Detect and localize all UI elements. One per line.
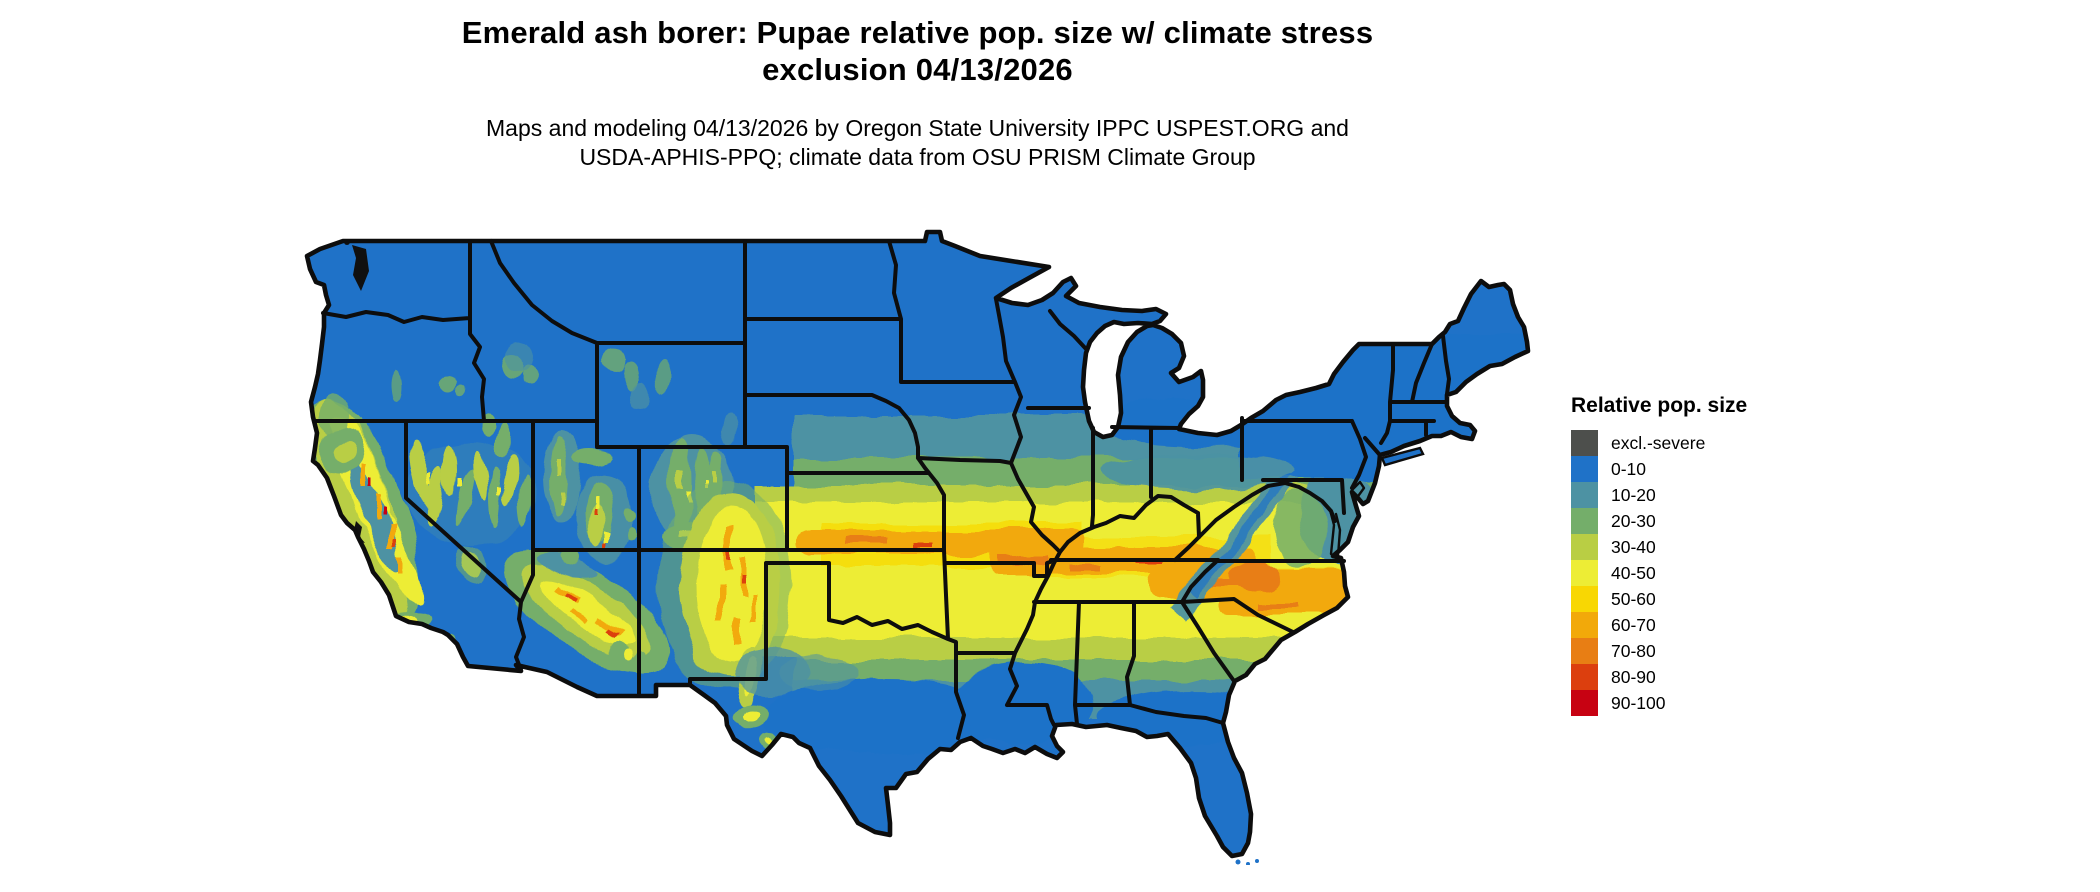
legend-entry: 70-80 [1571,638,1871,664]
legend-entry: 0-10 [1571,456,1871,482]
map-legend: Relative pop. size excl.-severe 0-10 10-20… [1571,394,1871,716]
legend-label: 40-50 [1611,563,1656,583]
legend-entry: excl.-severe [1571,430,1871,456]
legend-label: 50-60 [1611,589,1656,609]
florida-keys [1246,862,1250,866]
map-title-line1: Emerald ash borer: Pupae relative pop. s… [461,15,1374,50]
legend-label: 90-100 [1611,693,1666,713]
legend-swatch [1571,508,1598,534]
legend-swatch [1571,690,1598,716]
map-title-line2: exclusion 04/13/2026 [762,52,1073,87]
legend-label: 30-40 [1611,537,1656,557]
legend-swatch [1571,534,1598,560]
legend-label: 60-70 [1611,615,1656,635]
legend-entry: 60-70 [1571,612,1871,638]
legend-swatch [1571,664,1598,690]
legend-entry: 20-30 [1571,508,1871,534]
legend-swatch [1571,482,1598,508]
legend-swatch [1571,638,1598,664]
legend-swatch [1571,586,1598,612]
state-borders [312,239,1451,740]
legend-entry: 40-50 [1571,560,1871,586]
map-subtitle: Maps and modeling 04/13/2026 by Oregon S… [300,114,1535,172]
western-terrain [307,343,808,748]
us-map-container [300,225,1535,866]
legend-entry: 50-60 [1571,586,1871,612]
legend-title: Relative pop. size [1571,394,1748,417]
legend-label: 70-80 [1611,641,1656,661]
us-map [304,229,1531,866]
legend-swatch [1571,456,1598,482]
map-subtitle-line1: Maps and modeling 04/13/2026 by Oregon S… [486,115,1349,141]
legend-entries: excl.-severe 0-10 10-20 20-30 30-40 40-50 50-6… [1571,430,1871,716]
legend-swatch [1571,612,1598,638]
delaware-bay [1350,480,1366,501]
legend-label: 10-20 [1611,485,1656,505]
legend-label: 20-30 [1611,511,1656,531]
florida-keys [1255,859,1259,863]
puget-sound [352,245,369,291]
legend-entry: 80-90 [1571,664,1871,690]
long-island [1380,446,1425,467]
legend-entry: 10-20 [1571,482,1871,508]
legend-entry: 90-100 [1571,690,1871,716]
map-header: Emerald ash borer: Pupae relative pop. s… [300,14,1535,172]
legend-label: 80-90 [1611,667,1656,687]
florida-keys [1235,859,1241,865]
legend-swatch [1571,560,1598,586]
legend-entry: 30-40 [1571,534,1871,560]
map-outline [304,229,1531,859]
legend-swatch [1571,430,1598,456]
legend-label: excl.-severe [1611,433,1706,453]
map-subtitle-line2: USDA-APHIS-PPQ; climate data from OSU PR… [579,144,1256,170]
chesapeake-bay [1328,508,1342,558]
legend-label: 0-10 [1611,459,1647,479]
